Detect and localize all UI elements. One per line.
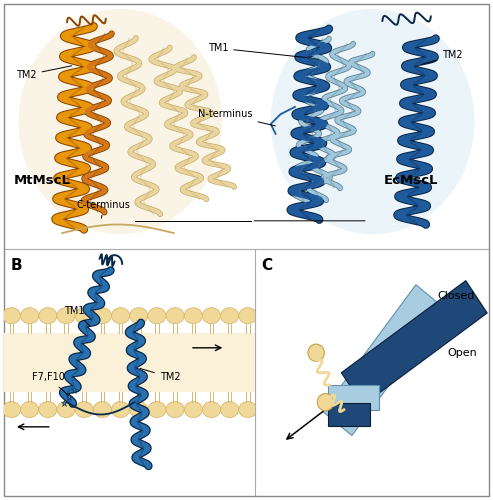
Ellipse shape xyxy=(75,308,93,324)
Ellipse shape xyxy=(39,308,57,324)
Ellipse shape xyxy=(166,308,184,324)
Ellipse shape xyxy=(271,9,474,234)
Bar xyxy=(4,333,255,392)
Ellipse shape xyxy=(130,308,148,324)
Ellipse shape xyxy=(93,402,111,417)
Ellipse shape xyxy=(2,402,21,417)
Ellipse shape xyxy=(21,402,39,417)
Ellipse shape xyxy=(111,402,130,417)
Text: N-terminus: N-terminus xyxy=(198,110,275,126)
Bar xyxy=(322,284,445,436)
Text: TM2: TM2 xyxy=(140,368,180,382)
Ellipse shape xyxy=(239,308,257,324)
Ellipse shape xyxy=(220,402,239,417)
Ellipse shape xyxy=(148,308,166,324)
Text: B: B xyxy=(10,258,22,272)
Bar xyxy=(341,280,487,405)
Text: Closed: Closed xyxy=(438,291,475,301)
Ellipse shape xyxy=(39,402,57,417)
Ellipse shape xyxy=(317,394,334,411)
Ellipse shape xyxy=(308,344,324,362)
Ellipse shape xyxy=(184,402,202,417)
Ellipse shape xyxy=(130,402,148,417)
Text: C: C xyxy=(261,258,272,272)
Text: TM1: TM1 xyxy=(64,306,90,326)
Ellipse shape xyxy=(21,308,39,324)
Ellipse shape xyxy=(239,402,257,417)
Text: MtMscL: MtMscL xyxy=(14,174,70,187)
Text: F7,F10: F7,F10 xyxy=(32,372,69,396)
Text: C-terminus: C-terminus xyxy=(77,200,131,218)
Ellipse shape xyxy=(203,308,220,324)
Ellipse shape xyxy=(75,402,93,417)
Ellipse shape xyxy=(19,9,222,234)
Ellipse shape xyxy=(111,308,130,324)
Text: EcMscL: EcMscL xyxy=(384,174,438,187)
Text: TM2: TM2 xyxy=(16,66,71,80)
Ellipse shape xyxy=(220,308,239,324)
Ellipse shape xyxy=(166,402,184,417)
Ellipse shape xyxy=(2,308,21,324)
Ellipse shape xyxy=(184,308,202,324)
Ellipse shape xyxy=(57,308,75,324)
Bar xyxy=(328,404,370,425)
Bar xyxy=(328,385,379,409)
Ellipse shape xyxy=(148,402,166,417)
Text: TM2: TM2 xyxy=(422,50,462,64)
Ellipse shape xyxy=(203,402,220,417)
Text: TM1: TM1 xyxy=(208,43,307,58)
Text: Open: Open xyxy=(447,348,477,358)
Ellipse shape xyxy=(57,402,75,417)
Ellipse shape xyxy=(93,308,111,324)
